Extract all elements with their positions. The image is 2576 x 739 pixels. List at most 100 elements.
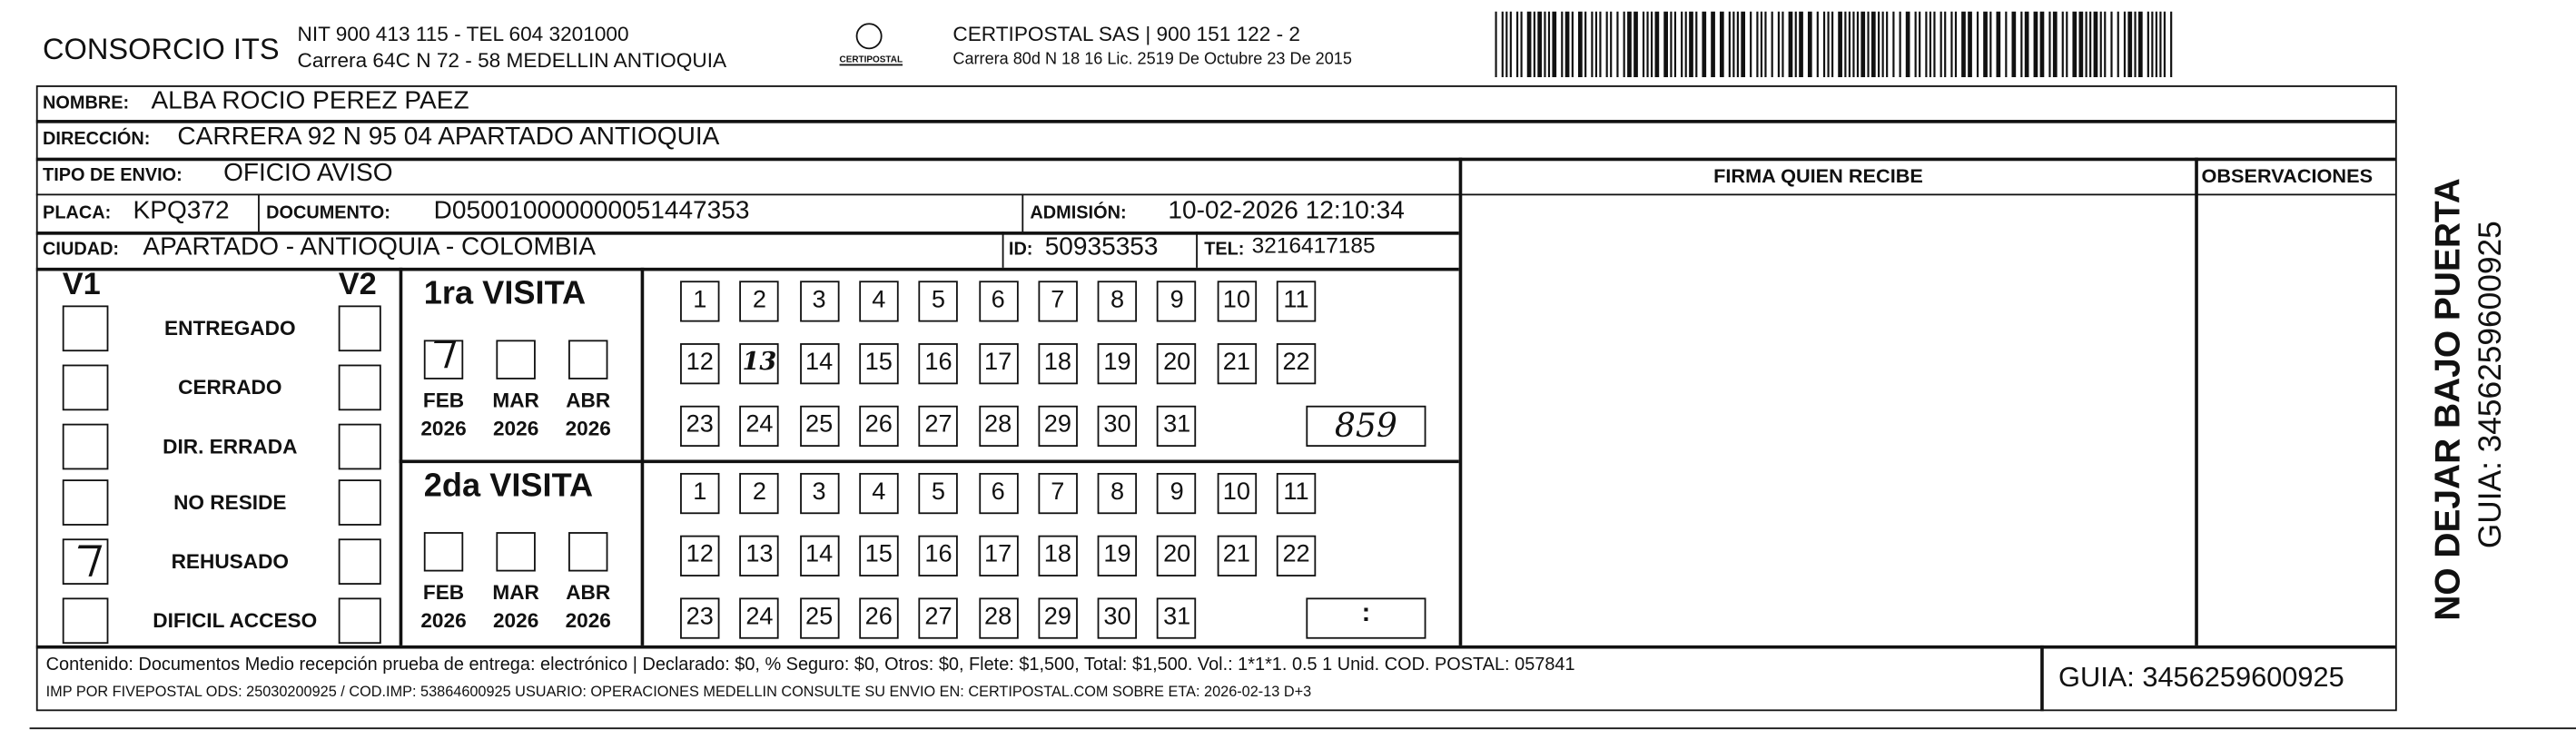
rule	[29, 727, 2576, 730]
barcode-bar	[1852, 11, 1855, 78]
barcode-bar	[1899, 11, 1901, 78]
day-number: 12	[686, 348, 714, 377]
barcode-bar	[2170, 11, 2173, 78]
barcode-bar	[1599, 11, 1602, 78]
day-number: 29	[1043, 410, 1071, 438]
barcode-bar	[1933, 11, 1936, 78]
day-box	[859, 597, 899, 639]
field-value: D050010000000051447353	[433, 197, 750, 225]
day-box	[680, 535, 720, 576]
barcode-bar	[1732, 11, 1735, 78]
day-box	[1217, 472, 1257, 515]
barcode-bar	[1886, 11, 1889, 78]
column-header: OBSERVACIONES	[2201, 163, 2374, 188]
day-number: 21	[1222, 348, 1250, 377]
day-box	[799, 472, 839, 515]
field-value: 10-02-2026 12:10:34	[1168, 197, 1405, 225]
barcode-bar	[2117, 11, 2119, 78]
barcode-bar	[1929, 11, 1932, 78]
day-number: 20	[1163, 540, 1191, 568]
day-box	[1097, 405, 1138, 448]
day-box	[799, 597, 839, 639]
v1-checkbox	[62, 364, 109, 411]
barcode-bar	[2110, 11, 2113, 78]
day-box	[978, 472, 1018, 515]
month-year: 2026	[565, 609, 611, 633]
day-box	[1157, 405, 1197, 448]
time-box	[1306, 597, 1426, 639]
footer-guia: GUIA: 3456259600925	[2058, 661, 2344, 694]
rule	[1022, 193, 1024, 232]
day-box	[799, 343, 839, 385]
field-value: APARTADO - ANTIOQUIA - COLOMBIA	[143, 232, 597, 261]
rule	[35, 193, 2395, 196]
barcode-bar	[1822, 11, 1826, 78]
barcode-bar	[2123, 11, 2127, 78]
barcode-bar	[1750, 11, 1752, 78]
barcode-bar	[1788, 11, 1793, 78]
day-box	[1097, 597, 1138, 639]
barcode-bar	[1976, 11, 1979, 78]
day-box	[680, 405, 720, 448]
barcode-bar	[1968, 11, 1972, 78]
barcode-bar	[1681, 11, 1683, 78]
footer-content: Contenido: Documentos Medio recepción pr…	[45, 655, 1575, 675]
field-label: CIUDAD:	[43, 240, 120, 260]
barcode-bar	[1905, 11, 1910, 78]
day-box	[918, 597, 959, 639]
barcode-bar	[1764, 11, 1767, 78]
day-box	[799, 535, 839, 576]
barcode-bar	[1881, 11, 1884, 78]
reason-label: DIFICIL ACCESO	[153, 609, 318, 633]
rule	[2195, 157, 2197, 645]
side-guia: GUIA: 3456259600925	[2472, 221, 2509, 549]
month-checkbox	[568, 532, 608, 572]
barcode-bar	[1552, 11, 1557, 78]
day-box	[739, 535, 780, 576]
field-value: 50935353	[1044, 232, 1159, 261]
day-box	[1038, 343, 1078, 385]
barcode-bar	[1919, 11, 1921, 78]
day-number: 17	[984, 348, 1012, 377]
month-label: MAR	[492, 581, 539, 605]
field-label: ADMISIÓN:	[1030, 203, 1127, 224]
field-value: KPQ372	[133, 197, 230, 225]
barcode-bar	[2104, 11, 2107, 78]
day-box	[978, 343, 1018, 385]
day-box	[859, 281, 899, 322]
visit-title: 1ra VISITA	[423, 275, 587, 312]
day-box	[1157, 535, 1197, 576]
barcode-bar	[2147, 11, 2149, 78]
v2-checkbox	[338, 423, 381, 470]
day-number: 8	[1110, 478, 1125, 507]
field-label: DIRECCIÓN:	[43, 129, 151, 150]
day-number: 2	[752, 285, 766, 314]
day-number: 23	[686, 410, 714, 438]
barcode-bar	[1954, 11, 1958, 78]
day-number: 10	[1222, 478, 1250, 507]
barcode-bar	[1515, 11, 1519, 78]
barcode-bar	[2033, 11, 2038, 78]
barcode-bar	[1642, 11, 1645, 78]
barcode-bar	[1807, 11, 1812, 78]
barcode-bar	[2072, 11, 2078, 78]
day-box	[1038, 535, 1078, 576]
day-number: 14	[805, 540, 834, 568]
day-box	[1157, 343, 1197, 385]
barcode-bar	[2093, 11, 2098, 78]
day-number: 7	[1051, 285, 1065, 314]
month-label: MAR	[492, 389, 539, 413]
day-number: 6	[991, 478, 1005, 507]
barcode-bar	[1831, 11, 1834, 78]
barcode-bar	[1544, 11, 1546, 78]
carrier-logo	[855, 23, 883, 50]
day-box	[1276, 535, 1317, 576]
visit-title: 2da VISITA	[423, 468, 594, 505]
rule	[1458, 157, 1462, 645]
day-number: 11	[1283, 478, 1309, 507]
barcode-bar	[1605, 11, 1608, 78]
v1-checkbox	[62, 423, 109, 470]
v2-checkbox	[338, 305, 381, 352]
barcode-bar	[1771, 11, 1773, 78]
barcode-bar	[1939, 11, 1942, 78]
